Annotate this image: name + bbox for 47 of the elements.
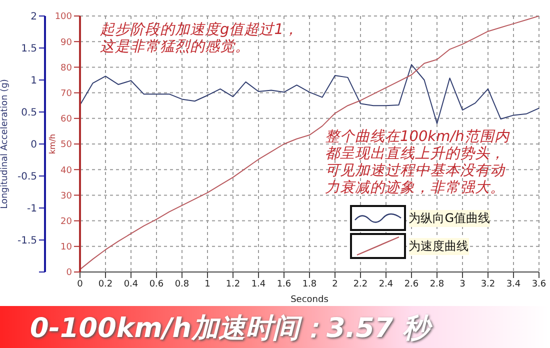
y2-tick-label: 80 [60, 63, 72, 74]
y2-tick-label: 90 [60, 38, 72, 48]
x-tick-label: 2.2 [353, 279, 368, 290]
y2-tick-label: 70 [60, 88, 72, 99]
x-tick-label: 0 [77, 279, 84, 290]
x-tick-label: 3.6 [532, 279, 546, 290]
x-tick-label: 2.4 [378, 279, 394, 290]
x-tick-label: 1.4 [251, 279, 266, 290]
x-tick-label: 0.4 [124, 279, 138, 290]
x-tick-label: 0.8 [174, 279, 190, 290]
annotation: 整个曲线在100km/h范围内都呈现出直线上升的势头，可见加速过程中基本没有动力衰减的迹象，非常强大。 [325, 129, 511, 197]
x-tick-label: 1 [204, 279, 210, 290]
y-tick-label: 2 [30, 12, 37, 23]
y2-tick-label: 60 [60, 114, 72, 125]
x-tick-label: 3.2 [480, 279, 496, 290]
x-tick-label: 0.6 [149, 279, 164, 290]
x-axis-title: Seconds [290, 295, 329, 305]
y-tick-label: 0.5 [21, 108, 37, 119]
y2-tick-label: 10 [60, 242, 72, 253]
line-series [80, 64, 539, 124]
y-tick-label: -1 [27, 204, 37, 215]
y-axis-title: Longitudinal Acceleration (g) [0, 79, 10, 209]
x-tick-label: 3.4 [506, 279, 521, 290]
x-tick-label: 1.8 [302, 279, 317, 290]
y-tick-label: 1 [30, 76, 37, 87]
x-tick-label: 2 [332, 279, 338, 290]
x-tick-label: 1.2 [226, 279, 240, 290]
x-tick-label: 3 [460, 279, 466, 290]
y2-axis-title: km/h [48, 134, 57, 154]
legend-label: 为速度曲线 [408, 238, 469, 254]
y-tick-label: -1.5 [17, 236, 37, 247]
x-tick-label: 2.8 [430, 279, 444, 290]
y-tick-label: 1.5 [21, 44, 37, 55]
y2-tick-label: 100 [54, 12, 72, 22]
y-tick-label: -0.5 [17, 172, 37, 183]
text: 0-100km/h加速时间：3.57 秒 [30, 312, 430, 346]
x-tick-label: 0.2 [98, 279, 113, 290]
y2-tick-label: 40 [60, 166, 72, 176]
y2-tick-label: 20 [60, 216, 72, 227]
legend-label: 为纵向G值曲线 [408, 210, 490, 226]
y2-tick-label: 0 [66, 268, 72, 278]
y2-tick-label: 50 [60, 140, 72, 150]
y2-tick-label: 30 [60, 191, 72, 202]
annotation: 起步阶段的加速度g值超过1，这是非常猛烈的感觉。 [100, 22, 300, 56]
x-tick-label: 2.6 [404, 279, 419, 290]
y-tick-label: 0 [30, 140, 37, 151]
x-tick-label: 1.6 [276, 279, 292, 290]
